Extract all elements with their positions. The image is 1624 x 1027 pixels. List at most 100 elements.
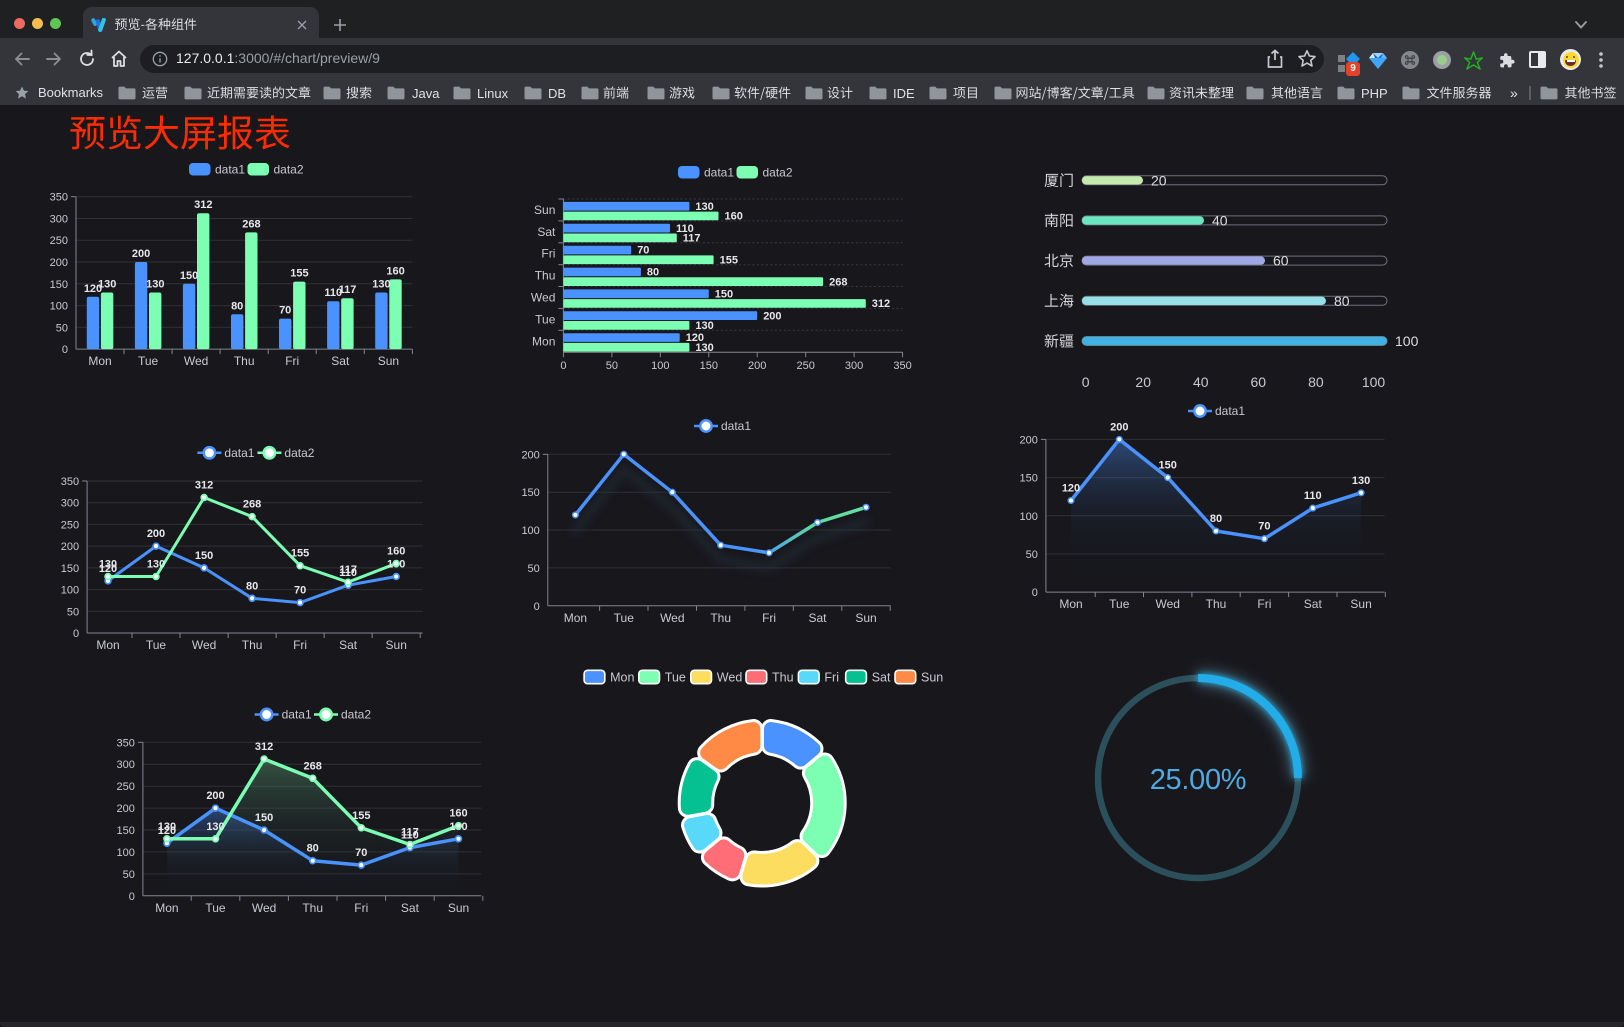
svg-text:Thu: Thu [710, 611, 731, 625]
svg-text:Wed: Wed [192, 638, 216, 652]
svg-text:50: 50 [606, 360, 618, 372]
svg-text:117: 117 [339, 284, 357, 296]
svg-text:20: 20 [1135, 374, 1151, 390]
svg-text:150: 150 [61, 563, 79, 575]
svg-text:200: 200 [748, 360, 766, 372]
svg-text:117: 117 [683, 233, 701, 245]
svg-text:150: 150 [50, 279, 68, 291]
svg-text:Wed: Wed [252, 901, 276, 915]
svg-text:150: 150 [715, 288, 733, 300]
svg-text:130: 130 [372, 279, 390, 291]
svg-text:40: 40 [1212, 212, 1228, 228]
svg-text:Sat: Sat [339, 638, 358, 652]
svg-text:Tue: Tue [138, 354, 159, 368]
svg-text:268: 268 [242, 218, 260, 230]
svg-text:50: 50 [1026, 549, 1038, 561]
svg-text:data1: data1 [721, 419, 751, 433]
svg-text:40: 40 [1193, 374, 1209, 390]
svg-text:120: 120 [84, 283, 102, 295]
svg-text:100: 100 [50, 301, 68, 313]
svg-text:Wed: Wed [184, 354, 208, 368]
svg-text:160: 160 [449, 808, 467, 820]
svg-text:150: 150 [1159, 460, 1177, 472]
svg-text:312: 312 [195, 480, 213, 492]
svg-text:Sat: Sat [401, 901, 420, 915]
svg-text:110: 110 [324, 287, 342, 299]
svg-text:data1: data1 [215, 163, 245, 177]
svg-text:Sun: Sun [378, 354, 399, 368]
svg-text:0: 0 [62, 344, 68, 356]
svg-text:0: 0 [534, 601, 540, 613]
svg-text:160: 160 [386, 265, 404, 277]
svg-text:Sat: Sat [808, 611, 827, 625]
svg-text:Wed: Wed [531, 291, 555, 305]
svg-text:100: 100 [117, 847, 135, 859]
svg-text:300: 300 [117, 759, 135, 771]
svg-text:0: 0 [129, 891, 135, 903]
svg-text:80: 80 [1334, 293, 1350, 309]
svg-text:150: 150 [521, 487, 539, 499]
svg-text:130: 130 [695, 342, 713, 354]
svg-text:200: 200 [763, 310, 781, 322]
svg-text:60: 60 [1251, 374, 1267, 390]
svg-text:Mon: Mon [532, 334, 555, 348]
svg-text:Thu: Thu [302, 901, 323, 915]
svg-text:Mon: Mon [1059, 597, 1082, 611]
svg-text:60: 60 [1273, 253, 1289, 269]
svg-text:data1: data1 [1215, 404, 1245, 418]
svg-text:data2: data2 [274, 163, 304, 177]
svg-text:250: 250 [50, 235, 68, 247]
svg-text:Sun: Sun [386, 638, 407, 652]
svg-text:160: 160 [387, 546, 405, 558]
svg-text:300: 300 [50, 214, 68, 226]
svg-text:80: 80 [1210, 513, 1222, 525]
svg-text:200: 200 [206, 790, 224, 802]
svg-text:Tue: Tue [205, 901, 226, 915]
svg-text:200: 200 [132, 248, 150, 260]
svg-text:200: 200 [1110, 421, 1128, 433]
svg-text:250: 250 [117, 781, 135, 793]
svg-text:data1: data1 [282, 708, 312, 722]
svg-text:Fri: Fri [354, 901, 368, 915]
svg-text:110: 110 [1304, 490, 1322, 502]
svg-text:Wed: Wed [717, 670, 743, 684]
svg-text:0: 0 [1082, 374, 1090, 390]
svg-text:150: 150 [700, 360, 718, 372]
svg-text:Tue: Tue [1109, 597, 1130, 611]
svg-text:120: 120 [158, 825, 176, 837]
svg-text:Tue: Tue [665, 670, 686, 684]
svg-text:Thu: Thu [535, 269, 556, 283]
svg-text:Mon: Mon [610, 670, 634, 684]
svg-text:120: 120 [686, 332, 704, 344]
svg-text:130: 130 [98, 279, 116, 291]
svg-text:155: 155 [352, 810, 370, 822]
svg-text:Thu: Thu [242, 638, 263, 652]
svg-text:data2: data2 [284, 446, 314, 460]
svg-text:data1: data1 [704, 166, 734, 180]
svg-text:312: 312 [872, 298, 890, 310]
svg-text:130: 130 [695, 320, 713, 332]
svg-text:200: 200 [50, 257, 68, 269]
svg-text:Wed: Wed [1155, 597, 1179, 611]
svg-text:Sat: Sat [331, 354, 350, 368]
svg-text:50: 50 [56, 322, 68, 334]
svg-text:117: 117 [401, 827, 419, 839]
svg-text:Sun: Sun [534, 203, 555, 217]
svg-text:50: 50 [123, 869, 135, 881]
svg-text:100: 100 [521, 525, 539, 537]
svg-text:Sun: Sun [921, 670, 943, 684]
svg-text:350: 350 [50, 192, 68, 204]
svg-text:200: 200 [147, 528, 165, 540]
svg-text:Tue: Tue [614, 611, 635, 625]
svg-text:Fri: Fri [541, 247, 555, 261]
svg-text:Thu: Thu [772, 670, 794, 684]
svg-text:268: 268 [243, 499, 261, 511]
svg-text:Sat: Sat [537, 225, 556, 239]
svg-text:130: 130 [99, 559, 117, 571]
svg-text:130: 130 [147, 559, 165, 571]
svg-text:130: 130 [695, 201, 713, 213]
svg-text:150: 150 [255, 812, 273, 824]
svg-text:110: 110 [339, 567, 357, 579]
svg-text:0: 0 [560, 360, 566, 372]
svg-text:150: 150 [1020, 473, 1038, 485]
